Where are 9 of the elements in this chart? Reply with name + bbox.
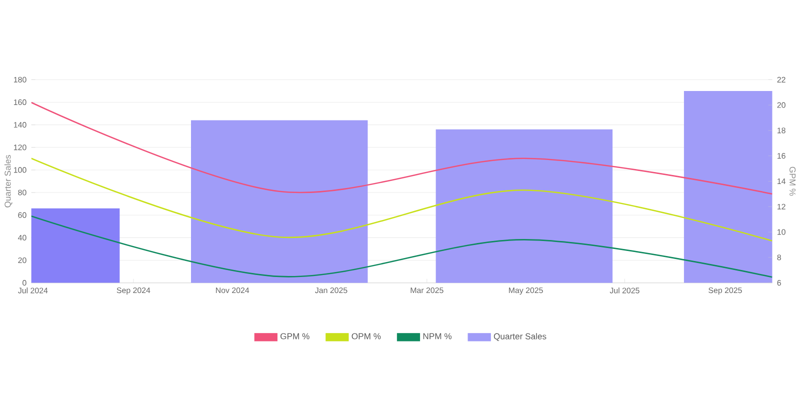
- legend-label: Quarter Sales: [494, 332, 546, 341]
- line-series: [31, 215, 772, 278]
- line-series: [31, 158, 772, 242]
- y-axis-title: Quarter Sales: [4, 154, 12, 208]
- legend-label: GPM %: [280, 333, 310, 340]
- legend-label: NPM %: [423, 333, 452, 340]
- legend-label: OPM %: [352, 333, 381, 340]
- line-series: [31, 102, 772, 194]
- y2-axis-title: GPM %: [790, 166, 796, 196]
